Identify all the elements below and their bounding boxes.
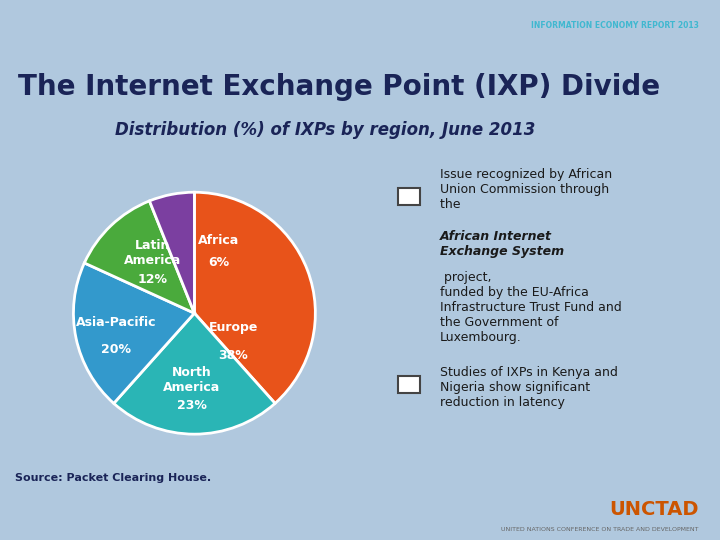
Text: Source: Packet Clearing House.: Source: Packet Clearing House. bbox=[15, 473, 211, 483]
Text: African Internet
Exchange System: African Internet Exchange System bbox=[440, 230, 564, 258]
Wedge shape bbox=[194, 192, 315, 403]
Wedge shape bbox=[150, 192, 194, 313]
Text: Studies of IXPs in Kenya and
Nigeria show significant
reduction in latency: Studies of IXPs in Kenya and Nigeria sho… bbox=[440, 367, 618, 409]
Text: Latin
America: Latin America bbox=[123, 239, 181, 267]
Text: Asia-Pacific: Asia-Pacific bbox=[76, 316, 156, 329]
Text: 23%: 23% bbox=[177, 399, 207, 411]
Text: Distribution (%) of IXPs by region, June 2013: Distribution (%) of IXPs by region, June… bbox=[115, 121, 536, 139]
Text: project,
funded by the EU-Africa
Infrastructure Trust Fund and
the Government of: project, funded by the EU-Africa Infrast… bbox=[440, 271, 621, 344]
Text: UNITED NATIONS CONFERENCE ON TRADE AND DEVELOPMENT: UNITED NATIONS CONFERENCE ON TRADE AND D… bbox=[501, 527, 698, 532]
Text: North
America: North America bbox=[163, 366, 220, 394]
Wedge shape bbox=[114, 313, 275, 434]
Wedge shape bbox=[84, 201, 194, 313]
Text: Europe: Europe bbox=[208, 321, 258, 334]
Text: UNCTAD: UNCTAD bbox=[609, 501, 698, 519]
Bar bbox=[398, 376, 420, 393]
Text: 12%: 12% bbox=[137, 273, 167, 286]
Text: Issue recognized by African
Union Commission through
the: Issue recognized by African Union Commis… bbox=[440, 167, 612, 211]
Text: The Internet Exchange Point (IXP) Divide: The Internet Exchange Point (IXP) Divide bbox=[18, 73, 660, 101]
Text: Africa: Africa bbox=[198, 234, 239, 247]
Text: 20%: 20% bbox=[101, 343, 131, 356]
Wedge shape bbox=[73, 263, 194, 403]
Text: INFORMATION ECONOMY REPORT 2013: INFORMATION ECONOMY REPORT 2013 bbox=[531, 21, 698, 30]
Text: 38%: 38% bbox=[218, 349, 248, 362]
Bar bbox=[398, 188, 420, 205]
Text: 6%: 6% bbox=[208, 256, 229, 269]
